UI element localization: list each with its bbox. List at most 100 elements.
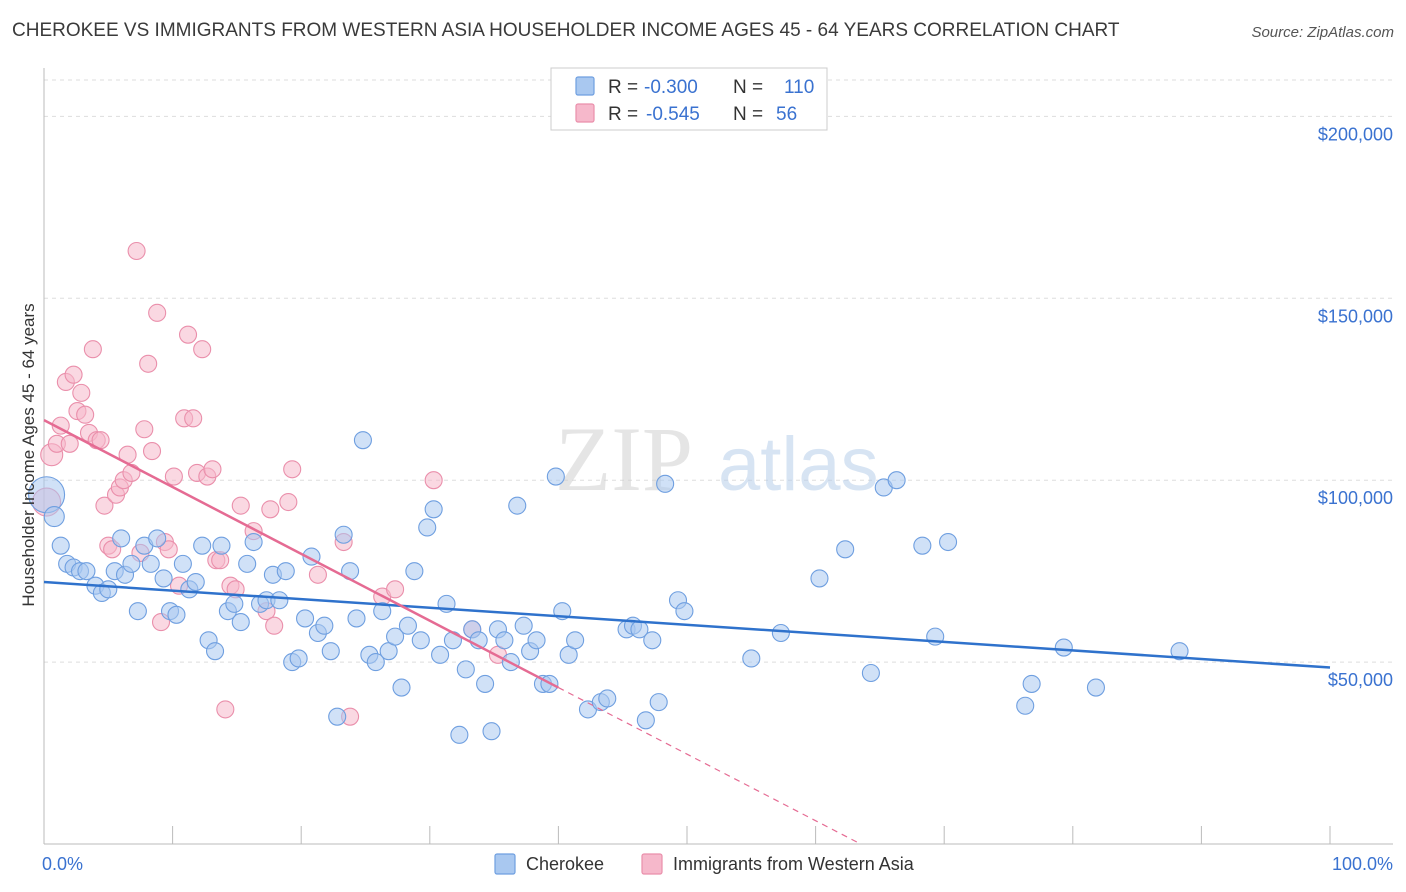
cherokee-point — [276, 562, 295, 581]
cherokee-point — [742, 649, 761, 668]
cherokee-point — [771, 623, 790, 643]
cherokee-point — [861, 663, 880, 683]
immigrants-point — [135, 420, 154, 439]
cherokee-point — [141, 554, 160, 573]
axes — [43, 68, 1393, 845]
cherokee-point — [482, 722, 501, 741]
cherokee-point — [887, 471, 906, 490]
cherokee-point — [476, 674, 495, 693]
cherokee-point — [810, 569, 829, 588]
cherokee-point — [1022, 674, 1041, 693]
immigrants-point — [142, 442, 162, 461]
legend-swatch-cherokee — [575, 76, 595, 96]
cherokee-point — [99, 580, 118, 599]
legend-n-label-immigrants: N = — [733, 104, 763, 125]
cherokee-point — [450, 725, 469, 744]
cherokee-point — [315, 616, 334, 635]
legend-n-value-immigrants: 56 — [776, 104, 797, 125]
cherokee-point — [431, 645, 450, 664]
cherokee-point — [566, 631, 585, 650]
gridlines — [44, 79, 1393, 663]
immigrants-point — [283, 460, 302, 479]
immigrants-point — [127, 241, 146, 261]
immigrants-trendline — [43, 419, 559, 689]
cherokee-point — [649, 693, 668, 712]
immigrants-point — [231, 496, 250, 515]
legend-swatch-immigrants — [575, 103, 595, 123]
immigrants-point — [261, 500, 280, 519]
cherokee-point — [173, 554, 192, 573]
immigrants-point — [279, 492, 298, 512]
cherokee-point — [289, 649, 308, 668]
cherokee-point — [546, 467, 565, 486]
series-immigrants-western-asia-points — [32, 241, 508, 726]
cherokee-point — [1016, 696, 1035, 715]
bottom-legend-label-immigrants: Immigrants from Western Asia — [673, 854, 915, 874]
cherokee-point — [495, 631, 514, 650]
cherokee-point — [656, 474, 675, 493]
cherokee-point — [128, 602, 147, 621]
y-tick-label: $150,000 — [1318, 306, 1393, 326]
immigrants-point — [164, 467, 183, 486]
cherokee-trendline — [43, 580, 1331, 669]
cherokee-point — [186, 573, 205, 592]
cherokee-point — [347, 609, 366, 628]
immigrants-point — [76, 405, 95, 424]
x-tick-label-max: 100.0% — [1332, 854, 1393, 874]
cherokee-point — [366, 653, 385, 672]
legend-n-label-cherokee: N = — [733, 77, 763, 98]
cherokee-point — [167, 605, 186, 624]
cherokee-point — [373, 602, 392, 621]
y-tick-label: $200,000 — [1318, 124, 1393, 144]
cherokee-point — [939, 532, 958, 552]
cherokee-point — [418, 518, 437, 537]
bottom-legend-label-cherokee: Cherokee — [526, 854, 604, 874]
cherokee-point — [328, 707, 347, 726]
cherokee-point — [836, 540, 855, 559]
cherokee-point — [913, 536, 932, 555]
cherokee-point — [154, 569, 173, 588]
cherokee-point — [527, 631, 546, 650]
immigrants-point — [265, 616, 284, 635]
cherokee-point — [51, 536, 70, 555]
y-tick-label: $50,000 — [1328, 670, 1393, 690]
cherokee-point — [148, 529, 167, 548]
series-cherokee-points — [28, 431, 1189, 744]
cherokee-point — [225, 594, 244, 613]
cherokee-point — [122, 554, 141, 573]
cherokee-point — [386, 627, 405, 646]
immigrants-trendline-extension — [558, 687, 861, 845]
cherokee-point — [193, 536, 212, 555]
cherokee-point — [321, 642, 340, 661]
immigrants-point — [159, 540, 178, 559]
cherokee-point — [636, 711, 655, 730]
immigrants-point — [424, 471, 443, 490]
cherokee-point — [675, 602, 694, 621]
cherokee-point — [244, 532, 263, 552]
bottom-legend-swatch-immigrants — [641, 853, 663, 875]
cherokee-point — [238, 554, 257, 573]
cherokee-point — [1054, 638, 1073, 657]
y-tick-labels: $50,000 $100,000 $150,000 $200,000 — [1318, 124, 1393, 690]
cherokee-point — [1086, 678, 1105, 697]
chart-title: CHEROKEE VS IMMIGRANTS FROM WESTERN ASIA… — [12, 20, 1120, 41]
cherokee-point — [112, 529, 131, 548]
legend-box — [550, 67, 828, 131]
legend-r-label-cherokee: R = — [608, 77, 638, 98]
immigrants-point — [308, 565, 327, 584]
immigrants-point — [72, 383, 91, 402]
immigrants-point — [64, 365, 83, 384]
y-axis-title: Householder Income Ages 45 - 64 years — [19, 303, 38, 606]
legend-r-label-immigrants: R = — [608, 104, 638, 125]
cherokee-point — [392, 678, 411, 697]
immigrants-point — [83, 340, 102, 359]
cherokee-point — [231, 613, 250, 632]
legend-n-value-cherokee: 110 — [784, 77, 814, 98]
source-credit: Source: ZipAtlas.com — [1251, 24, 1394, 41]
cherokee-point — [405, 562, 424, 581]
immigrants-point — [184, 409, 203, 428]
bottom-legend-swatch-cherokee — [494, 853, 516, 875]
cherokee-point — [508, 496, 527, 515]
watermark-atlas: atlas — [718, 422, 879, 507]
